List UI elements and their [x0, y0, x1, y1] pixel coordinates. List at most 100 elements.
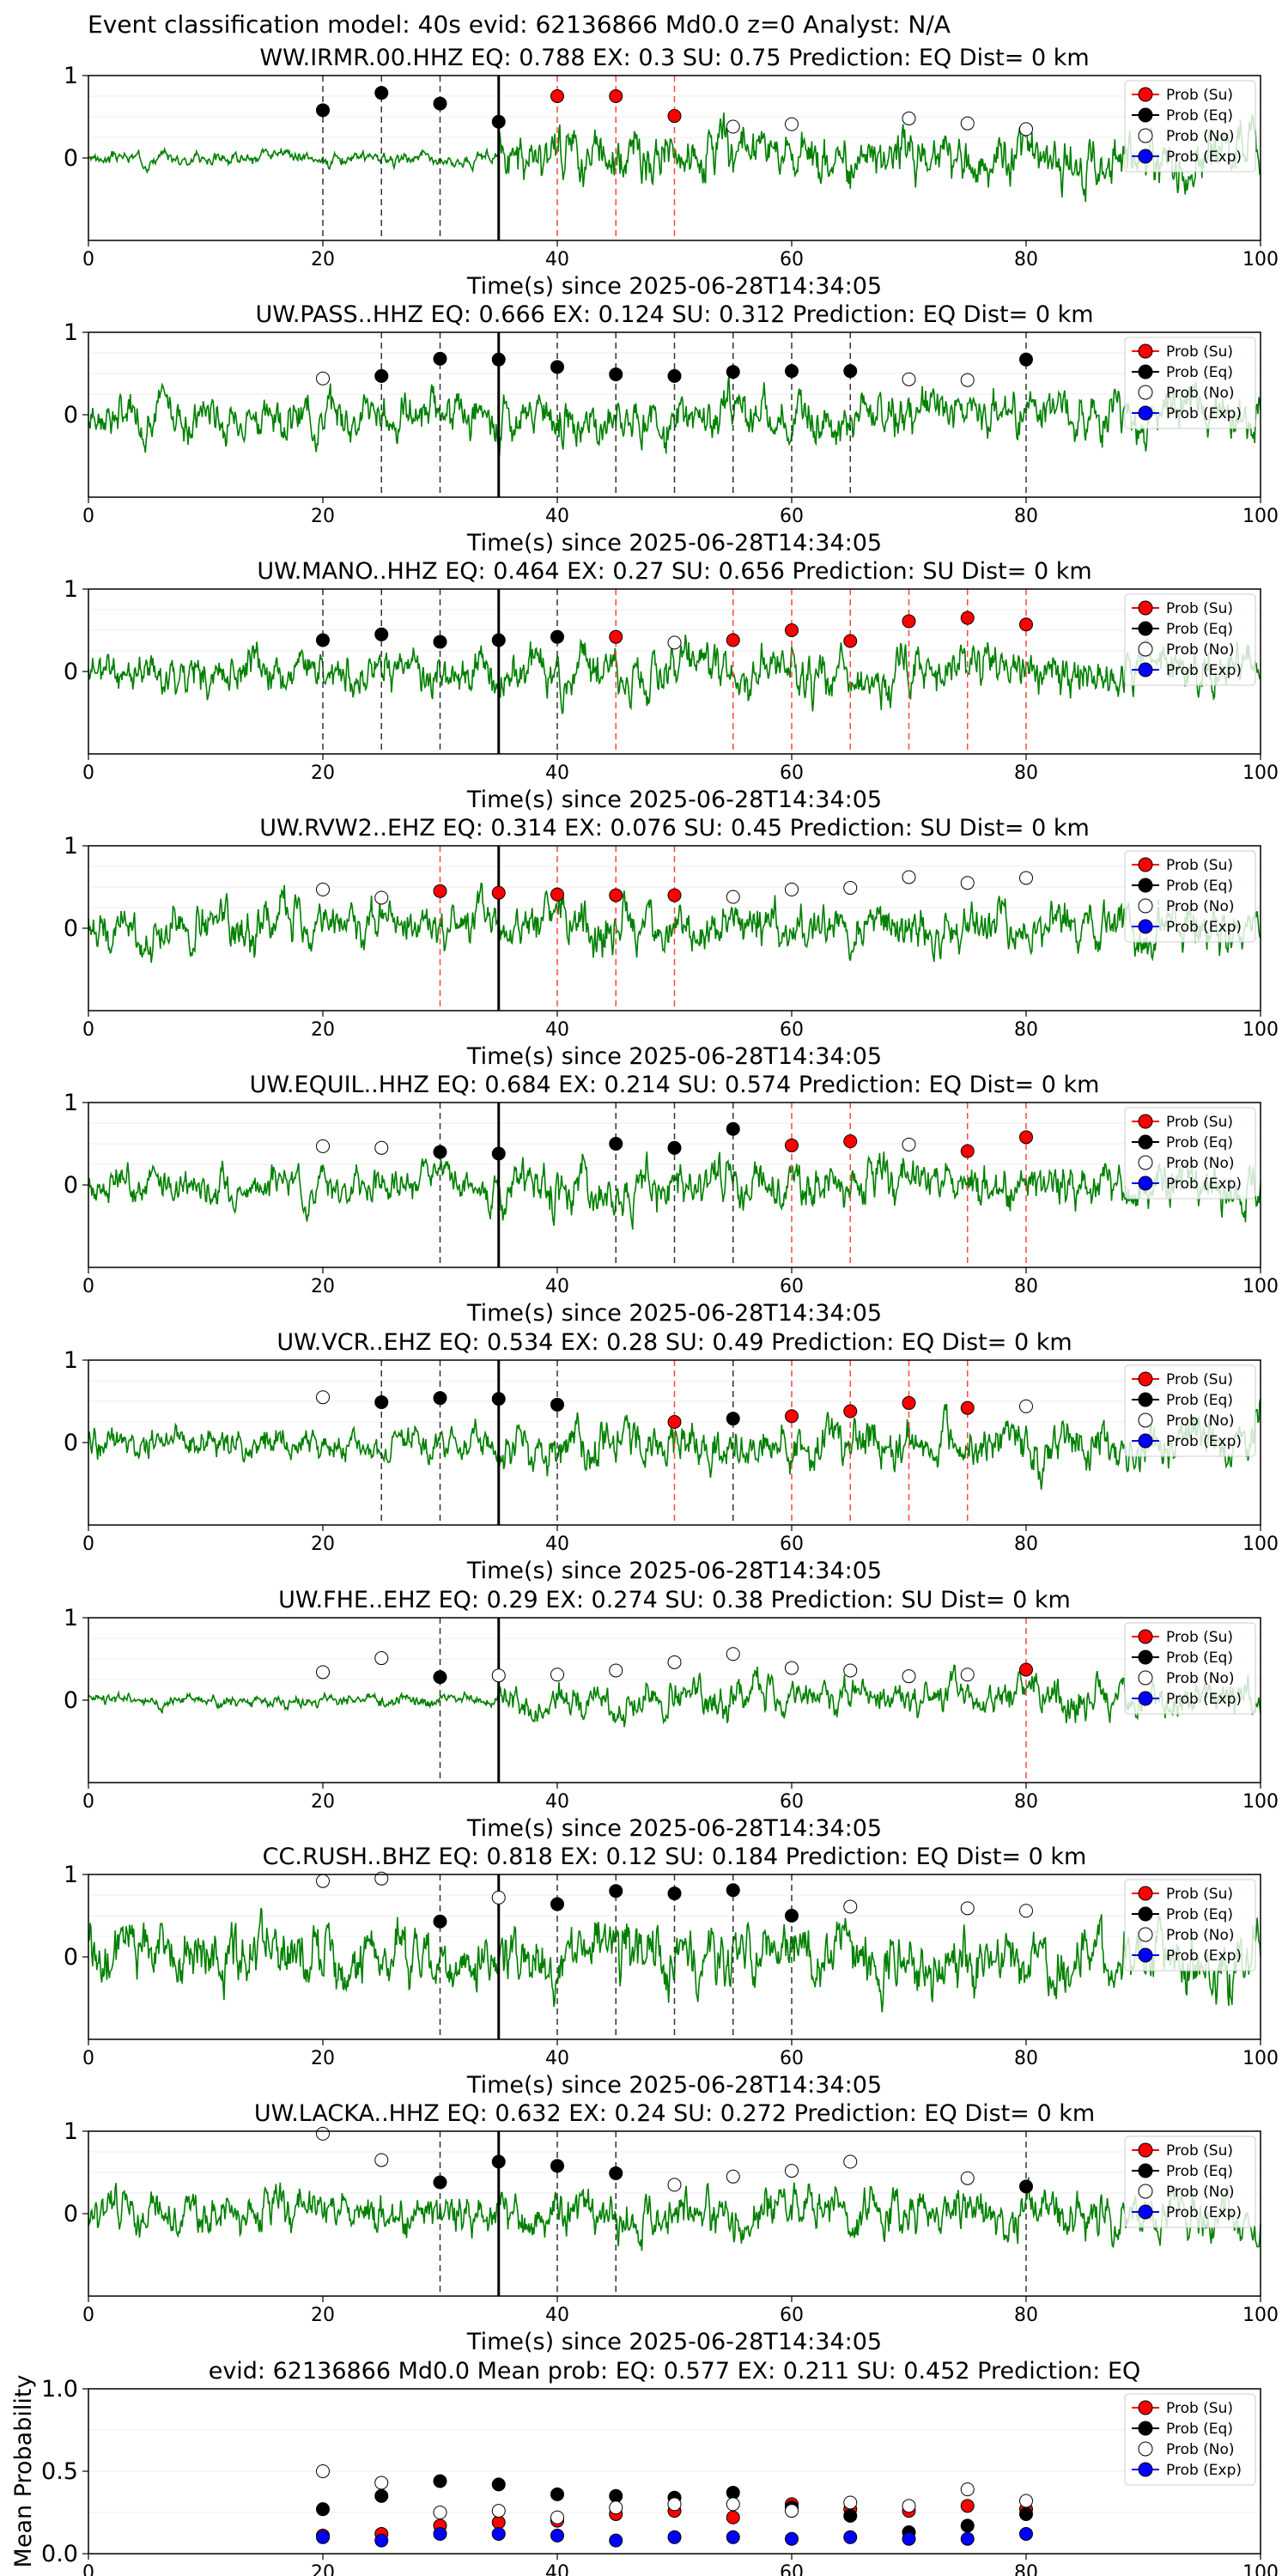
x-tick-label: 80 [1014, 1534, 1038, 1555]
prob-point-no [1019, 1399, 1033, 1413]
legend-marker-su [1138, 1886, 1153, 1901]
x-axis-label: Time(s) since 2025-06-28T14:34:05 [466, 2329, 882, 2355]
mean-point-eq [960, 2518, 975, 2533]
legend-label-su: Prob (Su) [1166, 2400, 1233, 2417]
y-tick-label: 1 [64, 1605, 78, 1631]
x-axis-label: Time(s) since 2025-06-28T14:34:05 [466, 2072, 882, 2099]
prob-point-no [960, 116, 975, 131]
x-tick-label: 20 [311, 1019, 335, 1041]
mean-point-eq [433, 2474, 447, 2488]
prob-point-su [960, 1400, 975, 1415]
prob-point-eq [726, 1412, 740, 1426]
mean-point-no [491, 2504, 506, 2518]
prob-point-eq [550, 2159, 564, 2173]
legend-marker-eq [1138, 878, 1153, 893]
prob-point-eq [316, 103, 330, 118]
prob-point-eq [491, 1392, 506, 1406]
x-tick-label: 100 [1242, 249, 1279, 270]
x-tick-label: 60 [780, 762, 804, 784]
legend-label-no: Prob (No) [1166, 385, 1235, 402]
legend-marker-exp [1138, 2462, 1153, 2477]
x-tick-label: 20 [311, 762, 335, 784]
prob-point-eq [433, 1670, 447, 1685]
prob-point-eq [667, 368, 682, 383]
legend-label-no: Prob (No) [1166, 2441, 1235, 2458]
prob-point-no [316, 1390, 330, 1405]
y-tick-label: 0 [64, 915, 78, 942]
legend-marker-exp [1138, 1433, 1153, 1449]
prob-point-no [902, 372, 916, 386]
legend-label-eq: Prob (Eq) [1166, 1906, 1233, 1923]
x-tick-label: 60 [780, 1791, 804, 1813]
x-tick-label: 60 [780, 2562, 804, 2576]
panel-title: evid: 62136866 Md0.0 Mean prob: EQ: 0.57… [209, 2358, 1141, 2385]
legend-label-exp: Prob (Exp) [1166, 1691, 1242, 1708]
legend-marker-eq [1138, 1392, 1153, 1407]
mean-point-no [433, 2506, 447, 2519]
prob-point-su [843, 1134, 858, 1149]
legend-label-su: Prob (Su) [1166, 600, 1233, 617]
x-axis-label: Time(s) since 2025-06-28T14:34:05 [466, 273, 882, 300]
mean-point-exp [609, 2533, 623, 2548]
prob-point-no [785, 882, 799, 896]
prob-point-su [1019, 1662, 1033, 1677]
prob-point-no [902, 1669, 916, 1684]
legend-label-no: Prob (No) [1166, 1413, 1235, 1430]
prob-point-su [609, 89, 623, 103]
prob-point-eq [667, 1140, 682, 1155]
prob-point-su [550, 887, 564, 902]
prob-point-no [667, 2178, 682, 2192]
y-tick-label: 1.0 [41, 2376, 78, 2403]
mean-point-exp [433, 2526, 447, 2541]
legend-marker-eq [1138, 1649, 1153, 1665]
x-tick-label: 40 [545, 2048, 569, 2069]
panel-title: UW.MANO..HHZ EQ: 0.464 EX: 0.27 SU: 0.65… [257, 558, 1091, 585]
legend-label-eq: Prob (Eq) [1166, 1134, 1233, 1151]
panel-6: UW.VCR..EHZ EQ: 0.534 EX: 0.28 SU: 0.49 … [64, 1329, 1279, 1584]
x-tick-label: 100 [1242, 1276, 1279, 1297]
legend-marker-eq [1138, 107, 1153, 123]
mean-point-exp [960, 2531, 975, 2546]
prob-point-no [902, 111, 916, 125]
prob-point-su [902, 1395, 916, 1410]
legend-label-exp: Prob (Exp) [1166, 1433, 1242, 1450]
prob-point-eq [843, 364, 858, 379]
prob-point-su [667, 109, 682, 124]
prob-point-eq [433, 635, 447, 649]
legend-label-exp: Prob (Exp) [1166, 1947, 1242, 1965]
prob-point-eq [550, 360, 564, 374]
prob-point-su [960, 1144, 975, 1158]
x-tick-label: 80 [1014, 1019, 1038, 1041]
panel-10: evid: 62136866 Md0.0 Mean prob: EQ: 0.57… [10, 2358, 1279, 2576]
mean-point-eq [1019, 2506, 1033, 2521]
x-tick-label: 0 [82, 1019, 94, 1041]
prob-point-su [843, 1404, 858, 1419]
x-tick-label: 20 [311, 249, 335, 270]
legend-marker-no [1138, 2184, 1153, 2199]
legend-marker-exp [1138, 1691, 1153, 1706]
prob-point-su [726, 633, 740, 647]
prob-point-eq [433, 2175, 447, 2190]
legend-box [1124, 1364, 1256, 1457]
prob-point-no [316, 882, 330, 896]
prob-point-eq [491, 633, 506, 647]
y-axis-label: Mean Probability [10, 2375, 37, 2568]
legend-marker-su [1138, 1114, 1153, 1129]
x-tick-label: 0 [82, 506, 94, 527]
y-tick-label: 0 [64, 659, 78, 685]
prob-point-eq [1019, 2179, 1033, 2194]
x-tick-label: 60 [780, 2305, 804, 2326]
panel-5: UW.EQUIL..HHZ EQ: 0.684 EX: 0.214 SU: 0.… [64, 1072, 1279, 1327]
panel-title: UW.RVW2..EHZ EQ: 0.314 EX: 0.076 SU: 0.4… [259, 815, 1090, 841]
prob-point-eq [491, 1146, 506, 1161]
x-tick-label: 20 [311, 2305, 335, 2326]
seismic-trace [88, 635, 1261, 714]
legend-label-no: Prob (No) [1166, 128, 1235, 145]
mean-point-no [726, 2497, 740, 2512]
prob-point-no [491, 1890, 506, 1905]
y-tick-label: 1 [64, 63, 78, 89]
mean-point-exp [550, 2528, 564, 2543]
legend-label-eq: Prob (Eq) [1166, 878, 1233, 895]
x-tick-label: 80 [1014, 2562, 1038, 2576]
